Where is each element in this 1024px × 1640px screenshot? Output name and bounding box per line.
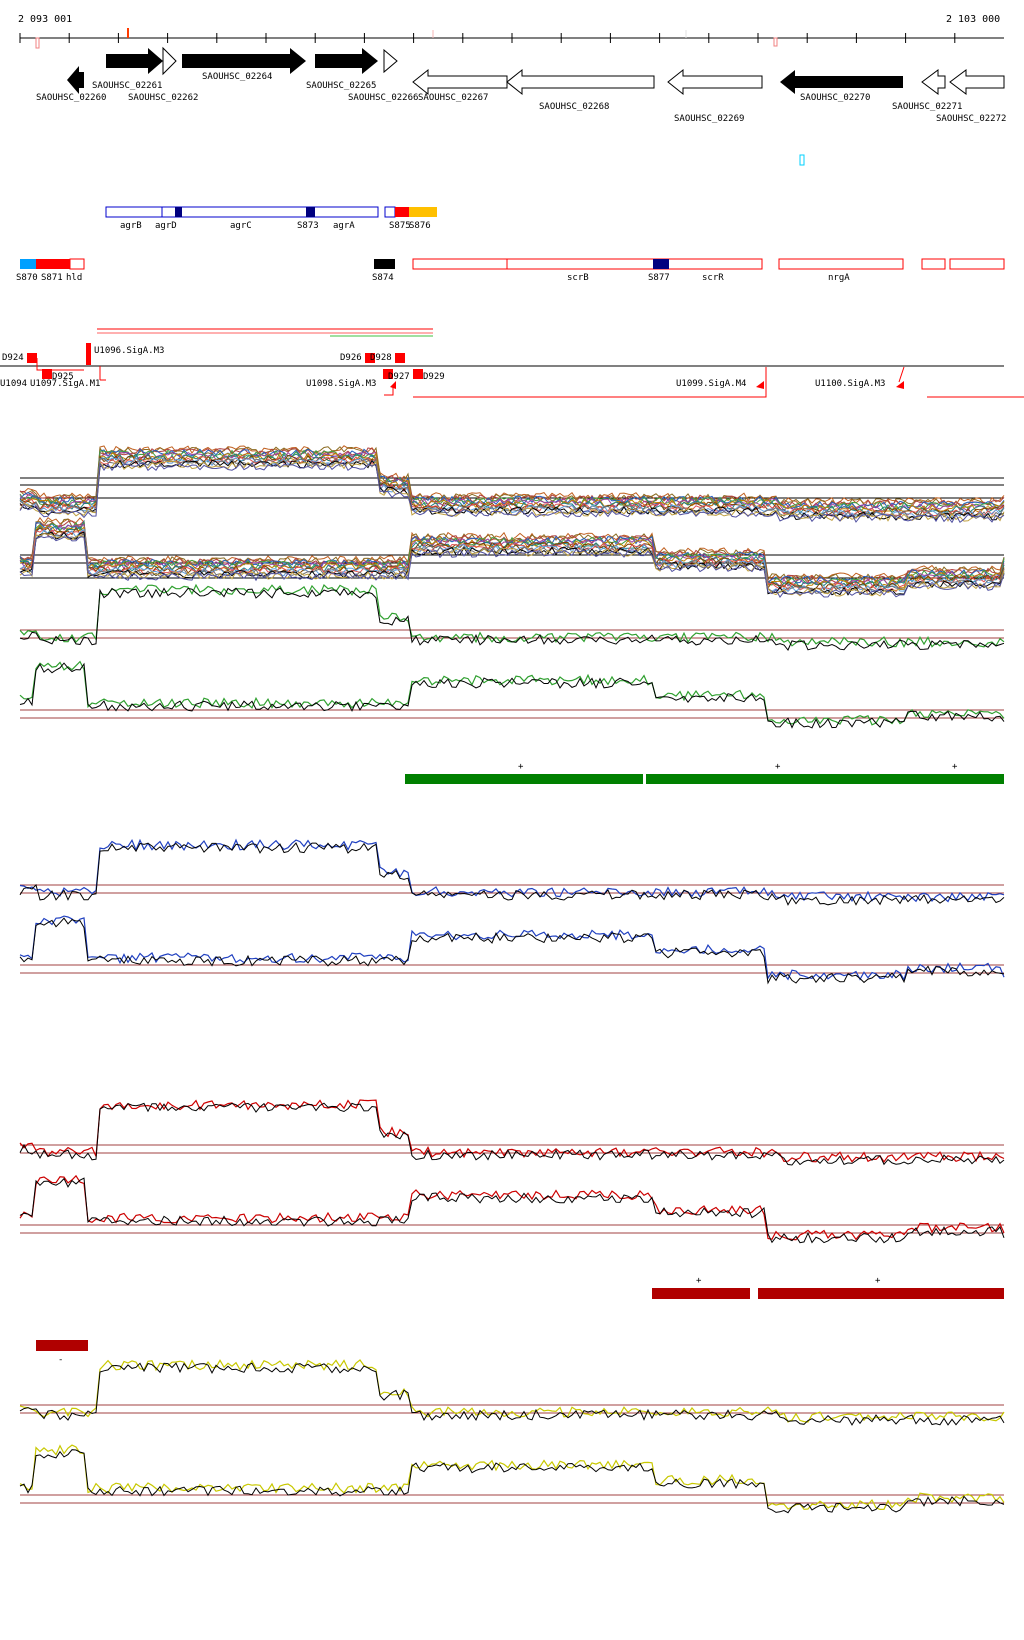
gene-arrow-02271[interactable] (921, 69, 946, 95)
expression-line (19, 1449, 1005, 1514)
segment-sign: + (775, 762, 781, 772)
expression-line (19, 660, 1005, 726)
annot-label: hld (66, 273, 82, 283)
red-segment[interactable] (758, 1288, 1004, 1299)
annot-label: agrB (120, 221, 142, 231)
ruler-start-label: 2 093 001 (18, 14, 72, 25)
annot-label: S870 (16, 273, 38, 283)
expression-line (19, 449, 1005, 512)
annotation-track: agrB agrD agrC S873 agrA S875 S876 S870 … (16, 206, 1005, 283)
segment-sign: + (518, 762, 524, 772)
gene-arrow-02272[interactable] (949, 69, 1005, 95)
ruler-end-label: 2 103 000 (946, 14, 1000, 25)
gene-arrow-02270[interactable] (780, 70, 903, 94)
expression-line (19, 1444, 1005, 1511)
expression-line (19, 459, 1005, 521)
expression-line (19, 917, 1005, 985)
expression-line (19, 516, 1005, 582)
expression-line (19, 587, 1005, 651)
annot-label: S871 (41, 273, 63, 283)
annot-label: scrR (702, 273, 724, 283)
gene-track: SAOUHSC_02261 SAOUHSC_02262 SAOUHSC_0226… (36, 46, 1006, 166)
green-segment[interactable] (646, 774, 1004, 784)
expression-line (19, 1362, 1005, 1426)
gene-arrow-02265[interactable] (315, 48, 378, 74)
gene-label: SAOUHSC_02264 (202, 72, 272, 82)
gene-arrow-02264[interactable] (182, 48, 306, 74)
expression-line (19, 535, 1005, 599)
promoter-label: D929 (423, 372, 445, 382)
expression-line (19, 461, 1005, 524)
gene-arrow-02269[interactable] (667, 68, 763, 96)
expression-line (19, 1099, 1005, 1163)
expression-line (19, 1177, 1005, 1244)
promoter-label: D924 (2, 353, 24, 363)
expression-line (19, 1102, 1005, 1166)
annot-label: scrB (567, 273, 589, 283)
red-segment[interactable] (652, 1288, 750, 1299)
expression-line (19, 838, 1005, 903)
gene-arrow-02266[interactable] (383, 48, 398, 74)
expression-line (19, 454, 1005, 516)
expression-line (19, 531, 1005, 594)
gene-label: SAOUHSC_02269 (674, 114, 744, 124)
expression-line (19, 1359, 1005, 1423)
red-segment-minus[interactable] (36, 1340, 88, 1351)
promoter-label: U1096.SigA.M3 (94, 346, 164, 356)
annot-label: S875 (389, 221, 411, 231)
promoter-track: D924 D926 D928 U1096.SigA.M3 D925 D927 D… (0, 328, 1024, 398)
gene-arrow-02262[interactable] (162, 46, 177, 76)
segment-sign: - (58, 1355, 63, 1365)
expression-line (19, 1174, 1005, 1241)
expression-line (19, 457, 1005, 519)
expression-line (19, 528, 1005, 592)
expression-tracks (19, 445, 1005, 1514)
promoter-label: U1097.SigA.M1 (30, 379, 100, 389)
gene-label: SAOUHSC_02270 (800, 93, 870, 103)
annot-label: S877 (648, 273, 670, 283)
segment-sign: + (696, 1276, 702, 1286)
promoter-label: U1100.SigA.M3 (815, 379, 885, 389)
expression-line (19, 524, 1005, 589)
promoter-label: D926 (340, 353, 362, 363)
gene-label: SAOUHSC_02268 (539, 102, 609, 112)
gene-label: SAOUHSC_02260 (36, 93, 106, 103)
annot-label: S873 (297, 221, 319, 231)
annot-label: S876 (409, 221, 431, 231)
promoter-label: U1098.SigA.M3 (306, 379, 376, 389)
promoter-label: U1094 (0, 379, 27, 389)
expression-line (19, 915, 1005, 982)
gene-arrow-02260[interactable] (67, 66, 84, 94)
promoter-label: D925 (52, 372, 74, 382)
coordinate-ruler: 2 093 001 2 103 000 (18, 14, 1004, 49)
segment-sign: + (875, 1276, 881, 1286)
segment-track: + + + + + - (36, 762, 1004, 1365)
annot-label: agrD (155, 221, 177, 231)
gene-arrow-02268[interactable] (506, 68, 655, 96)
annot-label: nrgA (828, 273, 850, 283)
promoter-label: D927 (388, 372, 410, 382)
expression-line (19, 842, 1005, 906)
gene-arrow-02261[interactable] (106, 48, 163, 74)
expression-line (19, 533, 1005, 597)
expression-line (19, 662, 1005, 729)
promoter-label: U1099.SigA.M4 (676, 379, 746, 389)
gene-label: SAOUHSC_02271 (892, 102, 962, 112)
annot-label: agrC (230, 221, 252, 231)
segment-sign: + (952, 762, 958, 772)
gene-label: SAOUHSC_02267 (418, 93, 488, 103)
gene-label: SAOUHSC_02262 (128, 93, 198, 103)
gene-label: SAOUHSC_02261 (92, 81, 162, 91)
annot-label: agrA (333, 221, 355, 231)
expression-line (19, 528, 1005, 593)
gene-label: SAOUHSC_02272 (936, 114, 1006, 124)
promoter-label: D928 (370, 353, 392, 363)
annot-label: S874 (372, 273, 394, 283)
gene-label: SAOUHSC_02265 (306, 81, 376, 91)
gene-label: SAOUHSC_02266 (348, 93, 418, 103)
gene-arrow-02267[interactable] (412, 68, 508, 96)
green-segment[interactable] (405, 774, 643, 784)
